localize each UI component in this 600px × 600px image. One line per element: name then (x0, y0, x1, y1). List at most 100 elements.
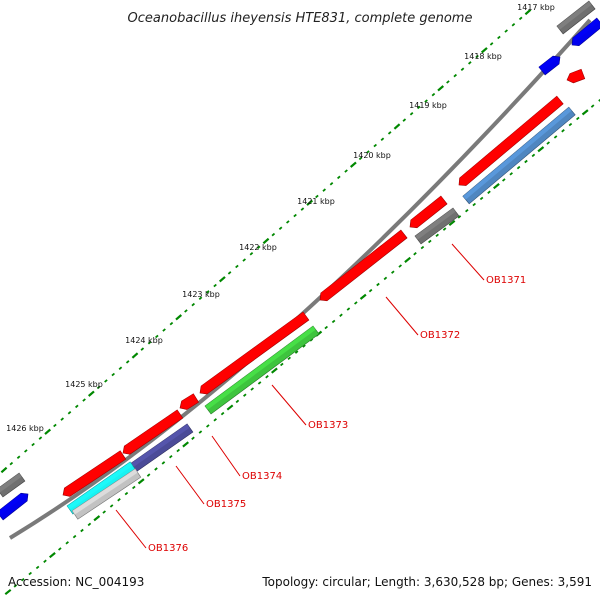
inner-tick-dot (413, 252, 417, 256)
gene-blue-upper[interactable] (538, 55, 561, 76)
gene-label-ob1374[interactable]: OB1374 (242, 471, 282, 482)
protein-ob1373[interactable] (204, 325, 320, 415)
inner-tick-dot (537, 146, 545, 153)
gene-cds-ob1371[interactable] (409, 195, 448, 229)
inner-tick-dot (420, 245, 425, 250)
gene-cds-small[interactable] (566, 68, 586, 84)
outer-tick-dot (373, 143, 377, 148)
gene-blue-top[interactable] (571, 17, 600, 47)
inner-tick-dot (398, 264, 402, 268)
gene-label-ob1375[interactable]: OB1375 (206, 499, 246, 510)
gene-cds-ob1372[interactable] (319, 229, 408, 302)
inner-tick-dot (287, 356, 291, 360)
gene-label-ob1372[interactable]: OB1372 (420, 330, 460, 341)
inner-tick-dot (568, 122, 573, 127)
outer-tick-dot (306, 199, 314, 206)
inner-tick-dot (93, 515, 101, 522)
gene-cds-ob1376[interactable] (62, 450, 127, 497)
inner-tick-dot (524, 159, 528, 164)
inner-tick-dot (265, 375, 269, 379)
outer-tick-dot (249, 252, 254, 256)
gene-label-ob1373[interactable]: OB1373 (308, 420, 348, 431)
gene-label-ob1371[interactable]: OB1371 (486, 275, 526, 286)
outer-tick-dot (235, 264, 239, 269)
inner-tick-dot (561, 129, 565, 133)
outer-tick-dot (468, 61, 472, 65)
inner-tick-dot (435, 233, 439, 237)
inner-tick-dot (516, 165, 521, 170)
outer-tick-dot (31, 442, 35, 447)
inner-tick-dot (331, 319, 336, 324)
outer-tick-dot (53, 423, 57, 428)
kbp-tick-labels: 1417 kbp 1418 kbp 1419 kbp 1420 kbp 1421 kbp… (6, 3, 555, 433)
inner-tick-dot (472, 202, 476, 207)
outer-tick-dot (504, 29, 508, 33)
outer-tick-dot (349, 161, 357, 168)
inner-tick-dot (35, 565, 40, 570)
inner-tick-dot (169, 455, 173, 459)
outer-tick-dot (227, 271, 232, 275)
inner-tick-dot (302, 344, 306, 348)
inner-tick-dot (49, 552, 56, 559)
outer-tick-dot (16, 455, 21, 459)
gene-cds-ob1375[interactable] (122, 409, 184, 455)
inner-tick-dot (137, 478, 145, 485)
outer-tick-dot (9, 461, 14, 466)
inner-tick-dot (109, 504, 114, 508)
inner-tick-dot (502, 178, 506, 182)
gene-gray-top[interactable] (556, 0, 596, 35)
outer-tick-dot (344, 169, 348, 173)
gene-blue-left[interactable] (0, 492, 29, 521)
protein-ob1371[interactable] (414, 207, 460, 245)
outer-tick-dot (380, 137, 385, 141)
inner-tick-dot (531, 153, 536, 158)
outer-tick-dot (104, 379, 108, 383)
outer-tick-dot (453, 73, 457, 78)
inner-tick-dot (102, 510, 106, 514)
feature-layer (0, 0, 600, 521)
inner-tick-dot (198, 430, 203, 434)
gene-label-ob1376[interactable]: OB1376 (148, 543, 188, 554)
inner-tick-dot (376, 282, 380, 287)
gene-cds-ob1374[interactable] (179, 393, 200, 410)
outer-tick-dot (518, 16, 523, 21)
inner-tick-dot (271, 367, 278, 374)
gene-cds-ob1373[interactable] (199, 311, 310, 395)
outer-tick-dot (125, 360, 130, 364)
outer-tick-dot (271, 232, 276, 237)
outer-tick-dot (75, 404, 79, 409)
tick-label: 1420 kbp (353, 151, 391, 160)
gene-cds-ob1370[interactable] (458, 95, 564, 186)
outer-tick-dot (44, 428, 52, 435)
outer-tick-dot (358, 156, 363, 161)
inner-tick-dot (581, 109, 589, 116)
outer-tick-dot (175, 314, 183, 321)
outer-tick-dot (82, 398, 86, 402)
callout-leader-line (115, 509, 147, 549)
protein-ob1370[interactable] (462, 106, 576, 205)
inner-tick-dot (359, 293, 367, 300)
outer-tick-dot (60, 417, 64, 421)
inner-tick-dot (80, 528, 84, 533)
outer-tick-dot (431, 92, 436, 97)
inner-tick-dot (226, 404, 234, 411)
inner-tick-dot (598, 98, 600, 102)
outer-tick-dot (242, 258, 246, 262)
outer-tick-dot (417, 105, 421, 110)
inner-tick-dot (124, 491, 129, 496)
callout-leader-line (211, 435, 241, 477)
inner-tick-dot (339, 313, 343, 317)
outer-tick-dot (337, 175, 341, 180)
outer-tick-dot (424, 99, 428, 103)
gene-gray-left[interactable] (0, 472, 26, 498)
callout-leader-line (451, 243, 485, 281)
inner-tick-dot (324, 325, 328, 330)
outer-tick-dot (393, 123, 401, 130)
outer-tick-dot (402, 118, 407, 122)
inner-tick-dot (191, 436, 195, 440)
protein-ob1376-b[interactable] (71, 468, 142, 520)
inner-tick-dot (391, 270, 395, 274)
inner-tick-dot (58, 547, 62, 551)
inner-tick-dot (146, 473, 151, 477)
outer-tick-dot (198, 296, 203, 300)
